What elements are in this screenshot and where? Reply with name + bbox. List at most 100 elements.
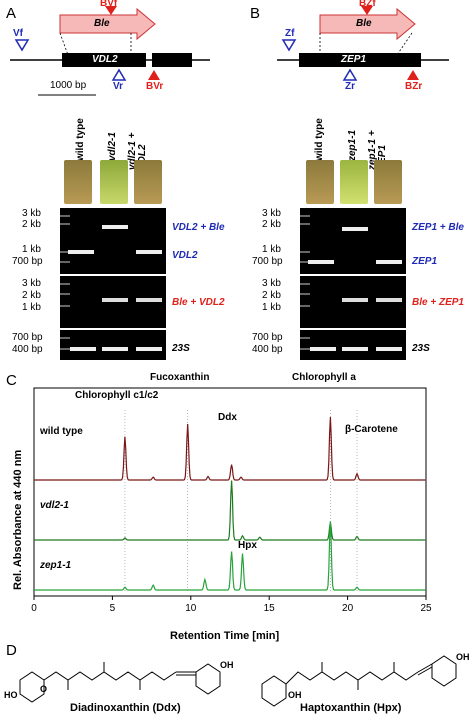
panel-a-bvf-label: BVf	[100, 0, 118, 9]
panel-b-ladder-mid-2kb: 2 kb	[262, 290, 281, 301]
trace-label-zep1: zep1-1	[40, 560, 72, 571]
peak-label-carotene: β-Carotene	[345, 424, 398, 435]
panel-b-bzf-label: BZf	[359, 0, 376, 9]
panel-a-lane-wildtype: wild type	[75, 118, 86, 161]
trace-label-vdl2: vdl2-1	[40, 500, 69, 511]
panel-b-zr-label: Zr	[345, 81, 355, 92]
panel-b-gel-bands	[300, 215, 402, 351]
hpx-name-label: Haptoxanthin (Hpx)	[300, 702, 402, 714]
panel-a-scale-label: 1000 bp	[50, 80, 87, 91]
x-tick-label-5: 25	[420, 603, 432, 614]
x-tick-label-3: 15	[264, 603, 276, 614]
panel-b-insert-label: Ble	[356, 18, 372, 29]
panel-a-vial-wildtype	[64, 160, 92, 204]
panel-b-vial-mutant	[340, 160, 368, 204]
zf-primer-icon	[281, 39, 297, 52]
panel-a-gene-map	[10, 6, 210, 96]
panel-a-ladder-mid-2kb: 2 kb	[22, 290, 41, 301]
panel-b-ladder-mid-1kb: 1 kb	[262, 302, 281, 313]
panel-d-letter: D	[6, 642, 17, 659]
panel-a-ladder-bot-400bp: 400 bp	[12, 344, 43, 355]
trace-label-wildtype: wild type	[40, 426, 83, 437]
panel-b-lane-mutant: zep1-1	[347, 129, 358, 161]
bvr-primer-icon	[148, 70, 160, 80]
panel-b-ladder-bot-700bp: 700 bp	[252, 332, 283, 343]
panel-a-vr-label: Vr	[113, 81, 124, 92]
panel-a-vial-complemented	[134, 160, 162, 204]
peak-label-hpx: Hpx	[238, 540, 257, 551]
x-tick-label-0: 0	[31, 603, 37, 614]
vdl2-exon-1	[62, 53, 146, 67]
panel-b-bzr-label: BZr	[405, 81, 423, 92]
panel-a-gene-label: VDL2	[92, 54, 118, 65]
panel-b-ladder-bot-400bp: 400 bp	[252, 344, 283, 355]
bzr-primer-icon	[407, 70, 419, 80]
panel-b-gel-bot	[300, 330, 406, 360]
panel-c-letter: C	[6, 372, 17, 389]
panel-a-lane-mutant: vdl2-1	[107, 132, 118, 161]
panel-b-band-label-4: 23S	[412, 343, 430, 354]
panel-a-band-label-2: VDL2	[172, 250, 198, 261]
plot-frame	[33, 387, 427, 597]
panel-a-ladder-2kb: 2 kb	[22, 219, 41, 230]
panel-a-band-label-3: Ble + VDL2	[172, 297, 225, 308]
panel-a-gel-top	[60, 208, 166, 274]
panel-b-vial-wildtype	[306, 160, 334, 204]
panel-a-gel-bot	[60, 330, 166, 360]
panel-a-ladder-mid-1kb: 1 kb	[22, 302, 41, 313]
zr-primer-icon	[342, 68, 358, 81]
panel-b-zf-label: Zf	[285, 28, 295, 39]
peak-label-chlc: Chlorophyll c1/c2	[75, 390, 159, 401]
hpx-structure	[261, 655, 457, 707]
hpx-oh-label-right: OH	[456, 652, 470, 662]
ddx-name-label: Diadinoxanthin (Ddx)	[70, 702, 181, 714]
panel-a-bvr-label: BVr	[146, 81, 164, 92]
trace-0	[34, 416, 426, 481]
panel-b-band-label-3: Ble + ZEP1	[412, 297, 464, 308]
ddx-structure	[19, 662, 221, 703]
panel-b-ladder-2kb: 2 kb	[262, 219, 281, 230]
panel-a-ladder-700bp: 700 bp	[12, 256, 43, 267]
peak-label-chla: Chlorophyll a	[292, 372, 356, 383]
panel-b-ladder-mid-3kb: 3 kb	[262, 278, 281, 289]
panel-b-vial-complemented	[374, 160, 402, 204]
panel-a-insert-label: Ble	[94, 18, 110, 29]
panel-c-ylabel: Rel. Absorbance at 440 nm	[12, 449, 24, 590]
vdl2-exon-2	[152, 53, 192, 67]
peak-label-ddx: Ddx	[218, 412, 237, 423]
trace-2	[34, 521, 426, 591]
x-tick-label-2: 10	[185, 603, 197, 614]
panel-a-band-label-4: 23S	[172, 343, 190, 354]
panel-b-letter: B	[250, 5, 261, 22]
panel-a-letter: A	[6, 5, 17, 22]
ddx-oh-label: OH	[220, 660, 234, 670]
x-tick-label-4: 20	[342, 603, 354, 614]
ddx-ho-label: HO	[4, 690, 18, 700]
panel-a-ladder-bot-700bp: 700 bp	[12, 332, 43, 343]
ddx-o-label: O	[40, 684, 48, 694]
zep1-exon	[299, 53, 421, 67]
panel-b-ladder-700bp: 700 bp	[252, 256, 283, 267]
panel-b-band-label-1: ZEP1 + Ble	[412, 222, 464, 233]
panel-b-ladder-3kb: 3 kb	[262, 208, 281, 219]
panel-a-vial-mutant	[100, 160, 128, 204]
panel-b-gene-map	[277, 6, 449, 81]
bvf-primer-icon	[105, 6, 117, 15]
panel-d-structures	[19, 655, 457, 707]
panel-a-ladder-3kb: 3 kb	[22, 208, 41, 219]
vf-primer-icon	[14, 39, 30, 52]
panel-a-vf-label: Vf	[13, 28, 23, 39]
panel-a-band-label-1: VDL2 + Ble	[172, 222, 225, 233]
vr-primer-icon	[111, 68, 127, 81]
hpx-oh-label-left: OH	[288, 690, 302, 700]
panel-a-ladder-mid-3kb: 3 kb	[22, 278, 41, 289]
panel-c-chromatogram: 0 5 10 15 20 25	[31, 387, 432, 614]
ble-insert-arrow	[59, 7, 156, 41]
peak-label-fucoxanthin: Fucoxanthin	[150, 372, 210, 383]
panel-b-band-label-2: ZEP1	[412, 256, 438, 267]
panel-c-xlabel: Retention Time [min]	[170, 630, 280, 642]
bzf-primer-icon	[361, 6, 373, 15]
panel-b-lane-wildtype: wild type	[314, 118, 325, 161]
panel-b-gene-label: ZEP1	[341, 54, 367, 65]
panel-b-ladder-1kb: 1 kb	[262, 244, 281, 255]
